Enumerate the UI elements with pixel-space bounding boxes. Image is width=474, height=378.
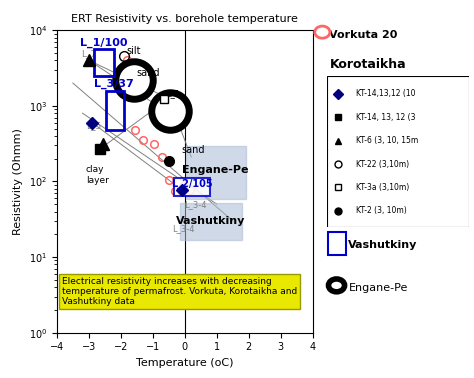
Text: Engane-Pe: Engane-Pe [182,166,248,175]
Text: L_2/105: L_2/105 [171,179,213,189]
Text: Vashutkiny: Vashutkiny [348,240,418,249]
Text: layer: layer [86,176,109,185]
X-axis label: Temperature (oC): Temperature (oC) [136,358,234,368]
Text: L_3-4: L_3-4 [172,224,194,233]
Text: Engane-Pe: Engane-Pe [348,283,408,293]
Text: KT-14, 13, 12 (3: KT-14, 13, 12 (3 [356,113,415,122]
Text: L_7: L_7 [81,50,96,59]
Bar [173,178,210,195]
Text: sand: sand [137,68,160,78]
Text: L_5: L_5 [86,122,101,130]
Y-axis label: Resistivity (Ohmm): Resistivity (Ohmm) [13,128,23,235]
Text: Vashutkiny: Vashutkiny [176,216,245,226]
Text: KT-2 (3, 10m): KT-2 (3, 10m) [356,206,406,215]
Polygon shape [186,147,246,199]
Text: silt: silt [127,46,141,56]
Text: Korotaikha: Korotaikha [329,58,406,71]
Text: L_3/37: L_3/37 [94,79,134,89]
Title: ERT Resistivity vs. borehole temperature: ERT Resistivity vs. borehole temperature [72,14,298,24]
Bar [94,49,115,76]
Text: L_1: L_1 [167,89,181,98]
Text: sand: sand [182,145,205,155]
Text: KT-22 (3,10m): KT-22 (3,10m) [356,160,409,169]
Text: KT-14,13,12 (10: KT-14,13,12 (10 [356,89,415,98]
Text: KT-6 (3, 10, 15m: KT-6 (3, 10, 15m [356,136,418,145]
Text: clay: clay [86,164,104,174]
Text: L_1/100: L_1/100 [80,38,128,48]
Polygon shape [180,203,242,240]
Text: Vorkuta 20: Vorkuta 20 [329,30,398,40]
Bar [107,91,124,130]
Text: L_3-4: L_3-4 [184,200,207,209]
Text: Electrical resistivity increases with decreasing
temperature of permafrost. Vork: Electrical resistivity increases with de… [62,277,297,307]
Text: KT-3a (3,10m): KT-3a (3,10m) [356,183,409,192]
